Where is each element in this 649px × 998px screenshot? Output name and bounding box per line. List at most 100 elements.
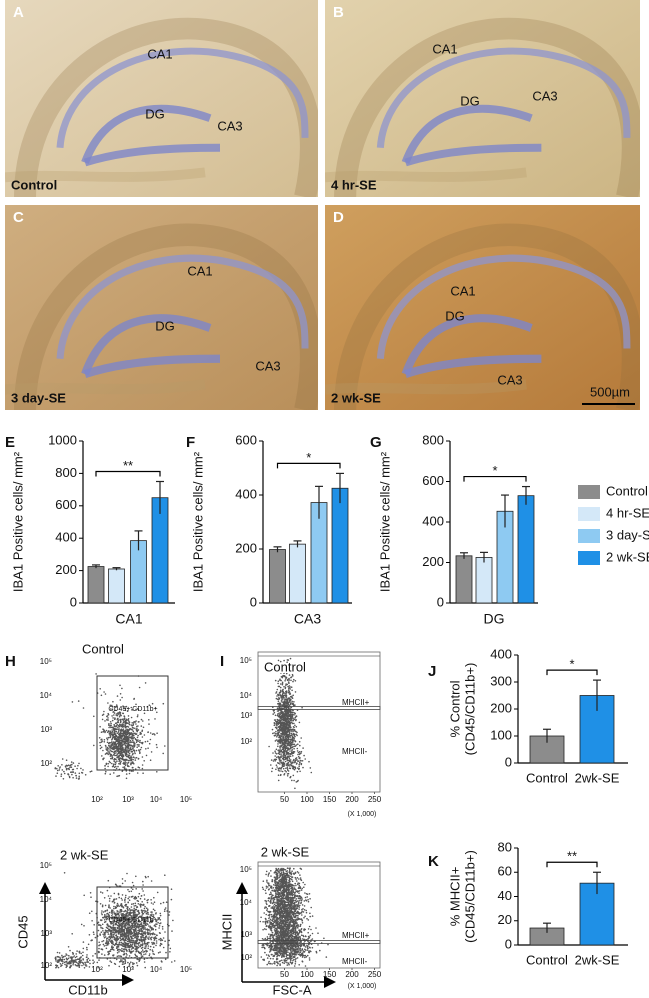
event <box>142 884 144 886</box>
y-tick-label: 200 <box>235 540 257 555</box>
event <box>131 760 133 762</box>
event <box>141 924 143 926</box>
event <box>299 771 301 773</box>
plot-title: Control <box>264 659 306 674</box>
event <box>112 928 114 930</box>
event <box>279 728 281 730</box>
event <box>140 898 142 900</box>
event <box>289 704 291 706</box>
event <box>283 749 285 751</box>
event <box>70 764 72 766</box>
event <box>137 906 139 908</box>
event <box>100 748 102 750</box>
event <box>289 685 291 687</box>
event <box>297 754 299 756</box>
event <box>107 739 109 741</box>
event <box>123 715 125 717</box>
event <box>164 931 166 933</box>
event <box>74 960 76 962</box>
event <box>124 933 126 935</box>
y-tick-label: 10² <box>40 961 52 970</box>
event <box>136 956 138 958</box>
event <box>153 946 155 948</box>
event <box>125 726 127 728</box>
event <box>75 964 77 966</box>
event <box>125 764 127 766</box>
event <box>149 743 151 745</box>
event <box>285 718 287 720</box>
y-tick-label: 0 <box>505 936 512 951</box>
event <box>292 681 294 683</box>
event <box>125 735 127 737</box>
event <box>277 746 279 748</box>
event <box>260 921 262 923</box>
event <box>282 746 284 748</box>
event <box>283 727 285 729</box>
event <box>126 934 128 936</box>
y-tick-label: 100 <box>490 727 512 742</box>
bar <box>109 569 125 603</box>
event <box>287 730 289 732</box>
event <box>154 718 156 720</box>
event <box>109 940 111 942</box>
event <box>278 780 280 782</box>
event <box>119 741 121 743</box>
event <box>275 680 277 682</box>
event <box>146 928 148 930</box>
event <box>108 933 110 935</box>
event <box>136 750 138 752</box>
event <box>142 890 144 892</box>
event <box>134 757 136 759</box>
event <box>71 774 73 776</box>
event <box>146 755 148 757</box>
event <box>285 678 287 680</box>
event <box>278 753 280 755</box>
y-tick-label: 800 <box>422 432 444 447</box>
event <box>117 727 119 729</box>
event <box>134 743 136 745</box>
event <box>272 752 274 754</box>
event <box>135 903 137 905</box>
event <box>277 694 279 696</box>
event <box>275 715 277 717</box>
event <box>275 733 277 735</box>
event <box>150 759 152 761</box>
event <box>113 731 115 733</box>
event <box>299 874 301 876</box>
event <box>127 751 129 753</box>
event <box>98 959 100 961</box>
event <box>153 954 155 956</box>
event <box>98 945 100 947</box>
event <box>295 734 297 736</box>
event <box>145 877 147 879</box>
event <box>293 748 295 750</box>
event <box>125 755 127 757</box>
event <box>310 767 312 769</box>
event <box>151 929 153 931</box>
event <box>101 741 103 743</box>
event <box>105 753 107 755</box>
event <box>127 898 129 900</box>
event <box>165 907 167 909</box>
event <box>282 691 284 693</box>
event <box>131 717 133 719</box>
event <box>103 714 105 716</box>
event <box>274 755 276 757</box>
event <box>142 947 144 949</box>
event <box>284 701 286 703</box>
event <box>132 912 134 914</box>
event <box>141 725 143 727</box>
event <box>98 922 100 924</box>
event <box>66 954 68 956</box>
event <box>112 911 114 913</box>
event <box>138 896 140 898</box>
event <box>275 760 277 762</box>
event <box>109 735 111 737</box>
event <box>143 933 145 935</box>
event <box>132 947 134 949</box>
event <box>276 749 278 751</box>
event <box>125 956 127 958</box>
event <box>280 726 282 728</box>
event <box>68 955 70 957</box>
event <box>132 754 134 756</box>
